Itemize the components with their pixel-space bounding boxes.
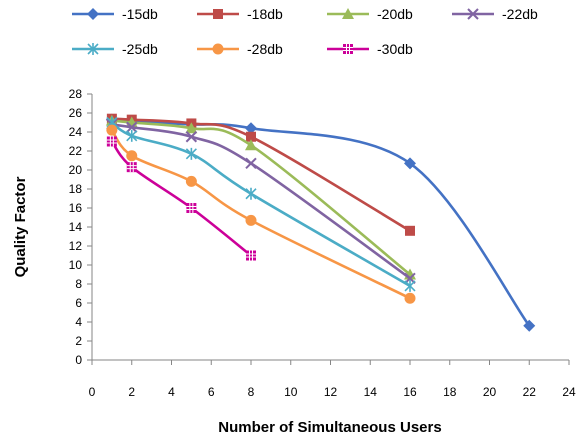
legend-label: -18db <box>247 6 283 22</box>
y-tick-label: 16 <box>69 201 83 215</box>
data-point <box>405 225 415 236</box>
data-point <box>245 187 257 200</box>
legend-label: -25db <box>122 41 158 57</box>
data-point <box>126 129 138 142</box>
data-point <box>246 131 256 142</box>
series-line <box>110 128 412 300</box>
series-line <box>110 140 253 257</box>
x-tick-label: 20 <box>483 385 497 399</box>
y-tick-label: 14 <box>69 220 83 234</box>
y-tick-label: 10 <box>69 258 83 272</box>
data-point <box>106 136 117 147</box>
y-tick-label: 12 <box>69 239 83 253</box>
series-minus-20db <box>105 114 416 280</box>
x-axis-title: Number of Simultaneous Users <box>218 419 441 436</box>
legend-marker <box>87 8 99 20</box>
y-tick-label: 6 <box>75 296 82 310</box>
y-tick-label: 18 <box>69 182 83 196</box>
x-tick-label: 16 <box>403 385 417 399</box>
plot-area <box>105 113 536 332</box>
legend-marker <box>213 9 223 19</box>
data-point <box>245 157 257 170</box>
series-line <box>110 118 531 328</box>
legend-label: -20db <box>377 6 413 22</box>
legend-item: -28db <box>197 41 283 57</box>
series-minus-18db <box>106 113 415 236</box>
data-point <box>185 122 198 134</box>
data-point <box>126 162 137 173</box>
x-tick-label: 22 <box>523 385 537 399</box>
data-point <box>185 147 197 160</box>
legend-marker <box>212 43 224 55</box>
x-tick-label: 4 <box>168 385 175 399</box>
x-tick-label: 24 <box>562 385 576 399</box>
data-point <box>185 131 198 143</box>
y-tick-label: 28 <box>69 87 83 101</box>
legend-label: -22db <box>502 6 538 22</box>
x-tick-label: 0 <box>89 385 96 399</box>
x-tick-label: 8 <box>248 385 255 399</box>
data-point <box>245 214 257 226</box>
series-minus-22db <box>106 118 416 285</box>
legend-marker <box>342 8 354 19</box>
data-point <box>245 139 257 151</box>
series-line <box>110 123 412 280</box>
y-tick-label: 0 <box>75 353 82 367</box>
legend-item: -18db <box>197 6 283 22</box>
legend-label: -28db <box>247 41 283 57</box>
x-tick-label: 2 <box>128 385 135 399</box>
data-point <box>186 203 197 213</box>
y-tick-label: 22 <box>69 144 83 158</box>
legend-marker <box>87 43 99 55</box>
data-point <box>245 122 257 135</box>
data-point <box>246 250 256 261</box>
data-point <box>185 175 197 187</box>
y-tick-label: 4 <box>75 315 82 329</box>
x-tick-label: 12 <box>324 385 338 399</box>
legend-item: -22db <box>452 6 538 22</box>
series-minus-25db <box>106 116 416 292</box>
legend-label: -30db <box>377 41 413 57</box>
data-point <box>126 121 138 133</box>
data-point <box>404 157 416 170</box>
series-line <box>110 117 412 233</box>
x-tick-label: 10 <box>284 385 298 399</box>
legend-item: -25db <box>72 41 158 57</box>
y-tick-label: 2 <box>75 334 82 348</box>
legend: -15db -18db -20db -22db -25db -28db -30db <box>72 6 538 57</box>
legend-item: -15db <box>72 6 158 22</box>
y-axis-title: Quality Factor <box>12 176 29 277</box>
x-tick-label: 18 <box>443 385 457 399</box>
data-point <box>126 150 138 162</box>
series-minus-30db <box>106 136 256 261</box>
y-tick-label: 26 <box>69 106 83 120</box>
series-minus-28db <box>106 124 416 304</box>
data-point <box>404 279 416 292</box>
y-tick-label: 8 <box>75 277 82 291</box>
legend-item: -30db <box>327 41 413 57</box>
legend-marker <box>343 44 353 54</box>
legend-label: -15db <box>122 6 158 22</box>
legend-item: -20db <box>327 6 413 22</box>
y-tick-label: 20 <box>69 163 83 177</box>
data-point <box>523 319 536 332</box>
legend-marker <box>467 8 479 20</box>
data-point <box>106 124 118 136</box>
data-point <box>404 292 416 304</box>
series-line <box>110 121 412 288</box>
x-tick-label: 14 <box>364 385 378 399</box>
x-tick-label: 6 <box>208 385 215 399</box>
y-tick-label: 24 <box>69 125 83 139</box>
